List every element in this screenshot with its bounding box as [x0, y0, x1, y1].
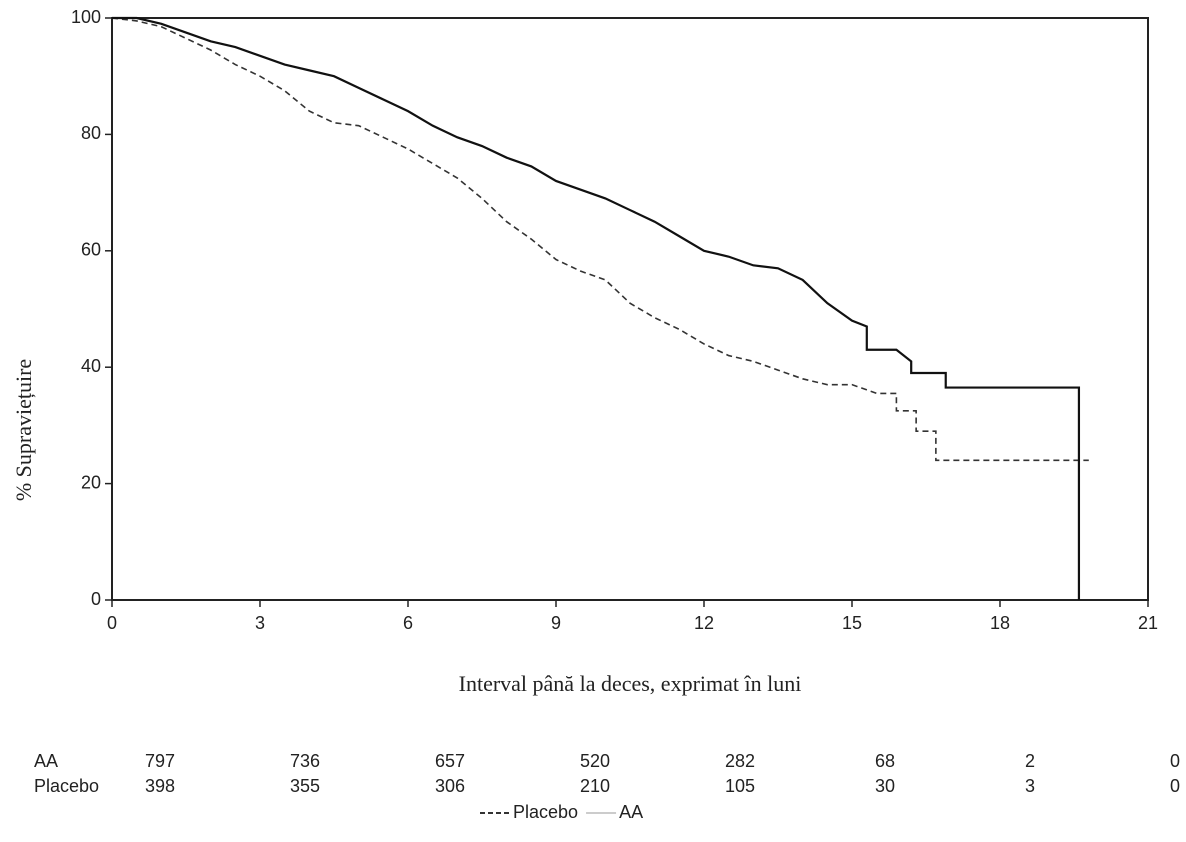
x-tick-label: 15: [842, 613, 862, 633]
survival-curve: [112, 16, 1081, 600]
legend-label: AA: [619, 802, 643, 822]
risk-count: 2: [1025, 751, 1035, 771]
survival-curve: [111, 17, 1089, 462]
x-tick-label: 18: [990, 613, 1010, 633]
x-axis-label: Interval până la deces, exprimat în luni: [459, 671, 802, 696]
risk-count: 105: [725, 776, 755, 796]
risk-count: 68: [875, 751, 895, 771]
risk-count: 210: [580, 776, 610, 796]
risk-row-label: AA: [34, 751, 58, 771]
y-tick-label: 100: [71, 7, 101, 27]
x-tick-label: 12: [694, 613, 714, 633]
risk-count: 30: [875, 776, 895, 796]
y-tick-label: 80: [81, 123, 101, 143]
risk-count: 282: [725, 751, 755, 771]
x-tick-label: 9: [551, 613, 561, 633]
y-tick-label: 0: [91, 589, 101, 609]
y-tick-label: 20: [81, 472, 101, 492]
risk-count: 355: [290, 776, 320, 796]
risk-count: 657: [435, 751, 465, 771]
y-tick-label: 40: [81, 356, 101, 376]
risk-count: 0: [1170, 776, 1180, 796]
risk-count: 306: [435, 776, 465, 796]
y-tick-label: 60: [81, 240, 101, 260]
risk-count: 398: [145, 776, 175, 796]
x-tick-label: 0: [107, 613, 117, 633]
y-axis-label: % Supraviețuire: [11, 359, 36, 501]
risk-count: 797: [145, 751, 175, 771]
risk-row-label: Placebo: [34, 776, 99, 796]
x-tick-label: 21: [1138, 613, 1158, 633]
risk-count: 0: [1170, 751, 1180, 771]
legend-label: Placebo: [513, 802, 578, 822]
risk-count: 520: [580, 751, 610, 771]
risk-count: 736: [290, 751, 320, 771]
x-tick-label: 6: [403, 613, 413, 633]
x-tick-label: 3: [255, 613, 265, 633]
plot-frame: [111, 17, 1149, 601]
risk-count: 3: [1025, 776, 1035, 796]
